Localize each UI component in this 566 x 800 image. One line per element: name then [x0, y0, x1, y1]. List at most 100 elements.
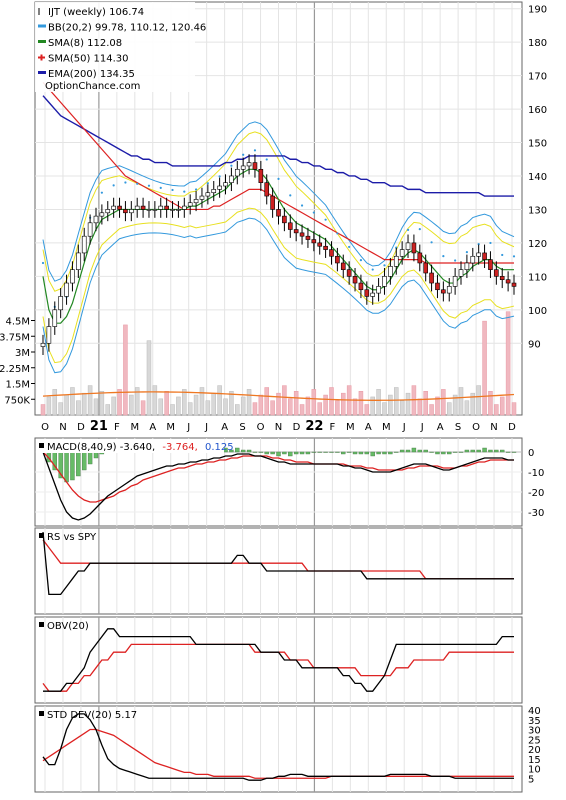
- obv-label: OBV(20): [47, 621, 89, 632]
- volume-bar: [211, 392, 216, 416]
- macd-histogram-bar: [82, 451, 87, 471]
- candle-body: [435, 282, 440, 291]
- volume-bar: [176, 396, 181, 416]
- volume-bar: [199, 387, 205, 416]
- candle-body: [217, 185, 222, 190]
- price-tick-label: 180: [528, 38, 547, 49]
- volume-bar: [240, 396, 246, 416]
- legend-marker: [38, 24, 46, 28]
- volume-bar: [405, 392, 411, 416]
- x-axis-label: M: [382, 422, 391, 433]
- macd-histogram-bar: [305, 451, 311, 455]
- std-tick-label: 10: [528, 765, 541, 776]
- volume-bar: [170, 404, 175, 416]
- psar-dot: [159, 186, 162, 189]
- candle-body: [58, 296, 63, 311]
- candle-body: [429, 272, 434, 284]
- obv-grid: [44, 617, 513, 703]
- candle-body: [282, 215, 287, 224]
- volume-bar: [129, 394, 134, 416]
- volume-bar: [435, 396, 440, 416]
- psar-dot: [136, 182, 139, 185]
- volume-tick-label: 2.25M: [0, 364, 30, 375]
- macd-histogram-bar: [70, 451, 75, 481]
- macd-histogram-bar: [458, 451, 464, 453]
- macd-histogram-bar: [317, 451, 322, 453]
- std-tick-label: 20: [528, 745, 541, 756]
- volume-bar: [217, 385, 222, 416]
- macd-histogram-bar: [441, 451, 446, 455]
- psar-dot: [324, 218, 327, 221]
- volume-bar: [93, 398, 99, 416]
- volume-bar: [81, 392, 87, 416]
- psar-dot: [383, 264, 386, 267]
- macd-histogram-bar: [282, 451, 287, 455]
- volume-bar: [288, 398, 293, 416]
- psar-dot: [124, 181, 127, 184]
- volume-bar: [205, 400, 211, 416]
- psar-dot: [465, 251, 468, 254]
- candle-body: [423, 262, 428, 274]
- macd-histogram-bar: [488, 449, 493, 453]
- psar-dot: [112, 184, 115, 187]
- macd-histogram-bar: [482, 447, 487, 453]
- volume-bar: [140, 400, 146, 416]
- candle-body: [499, 276, 505, 281]
- macd-histogram-bar: [500, 449, 505, 453]
- x-axis-labels: O N D 21 F M A M J J A S O N D 22 F M A M J J A S O N D: [41, 419, 516, 434]
- macd-histogram-bar: [76, 451, 81, 477]
- psar-dot: [501, 253, 504, 257]
- macd-histogram-bar: [229, 449, 234, 453]
- price-tick-label: 100: [528, 306, 547, 317]
- candle-body: [370, 292, 376, 297]
- x-axis-label: M: [166, 422, 175, 433]
- macd-histogram-bar: [447, 451, 452, 455]
- volume-bar: [429, 404, 434, 416]
- candle-body: [134, 205, 140, 210]
- std-line: [42, 713, 514, 781]
- psar-dot: [206, 182, 209, 185]
- x-axis-label: O: [472, 422, 480, 433]
- candle-body: [52, 309, 58, 327]
- psar-dot: [371, 268, 374, 271]
- macd-histogram-bar: [323, 451, 328, 453]
- volume-bar: [270, 400, 275, 416]
- volume-bar: [464, 400, 470, 416]
- volume-bar: [394, 387, 399, 416]
- std-plot: [42, 713, 514, 781]
- candle-body: [99, 212, 105, 217]
- macd-histogram-bar: [505, 451, 511, 453]
- candle-body: [335, 255, 340, 264]
- macd-histogram-bar: [341, 451, 346, 455]
- volume-bar: [499, 396, 505, 416]
- macd-tick-label: -10: [528, 468, 544, 479]
- candle-body: [193, 199, 199, 204]
- bollinger-lower-line: [42, 207, 515, 364]
- macd-histogram-bar: [494, 449, 499, 453]
- candle-body: [205, 192, 211, 197]
- volume-bar: [164, 391, 169, 416]
- volume-bar: [235, 404, 240, 416]
- legend-label: IJT (weekly) 106.74: [48, 7, 144, 18]
- volume-bar: [58, 402, 63, 416]
- volume-bar: [123, 324, 128, 416]
- macd-line: [42, 451, 514, 521]
- volume-bar: [352, 398, 358, 416]
- ema200-line: [42, 95, 514, 197]
- candle-body: [234, 168, 240, 177]
- macd-histogram-bar: [335, 451, 340, 453]
- macd-histogram-bar: [370, 451, 375, 457]
- x-axis-label: A: [221, 422, 228, 433]
- price-tick-label: 120: [528, 239, 547, 250]
- macd-histogram-bar: [276, 451, 281, 457]
- macd-hist-value: 0.125: [205, 442, 234, 453]
- legend-label: SMA(50) 114.30: [48, 54, 129, 65]
- psar-dot: [348, 245, 351, 249]
- psar-dot: [312, 211, 315, 214]
- macd-histogram-bar: [423, 449, 428, 453]
- legend: IJT (weekly) 106.74 BB(20,2) 99.78, 110.1…: [38, 7, 206, 80]
- legend-label: BB(20,2) 99.78, 110.12, 120.46: [48, 23, 206, 34]
- std-legend-swatch: [39, 711, 44, 716]
- macd-histogram-bar: [299, 451, 305, 455]
